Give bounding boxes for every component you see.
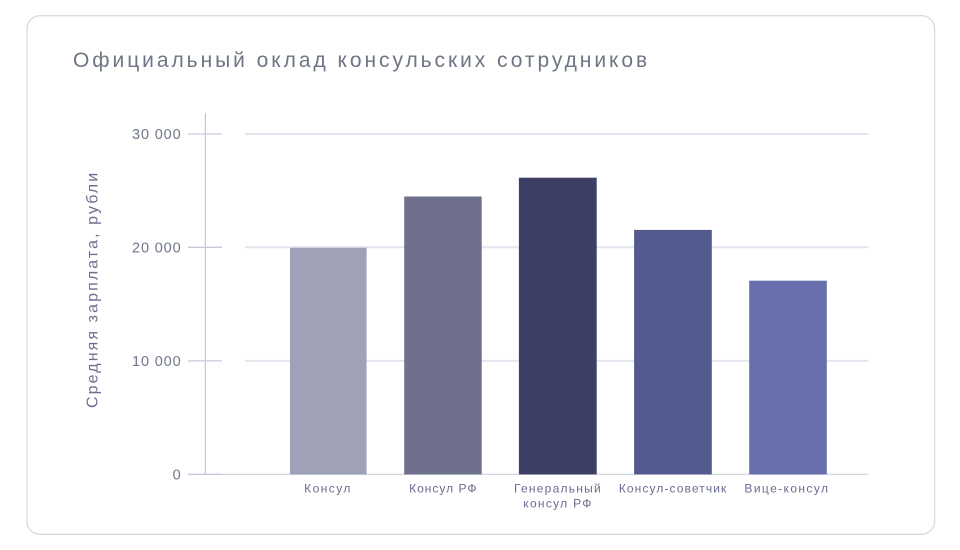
svg-text:Консул: Консул [304, 482, 352, 496]
svg-text:Консул-советчик: Консул-советчик [619, 482, 728, 496]
svg-text:Официальный оклад консульских: Официальный оклад консульских сотруднико… [73, 49, 650, 72]
svg-text:30 000: 30 000 [132, 127, 181, 143]
svg-text:Консул РФ: Консул РФ [409, 482, 477, 496]
svg-text:10 000: 10 000 [132, 354, 181, 370]
svg-text:Вице-консул: Вице-консул [744, 482, 829, 496]
svg-text:20 000: 20 000 [132, 240, 181, 256]
svg-text:консул РФ: консул РФ [523, 497, 592, 511]
svg-text:Средняя зарплата, рубли: Средняя зарплата, рубли [84, 171, 101, 408]
svg-text:Генеральный: Генеральный [514, 482, 602, 496]
svg-text:0: 0 [173, 467, 182, 483]
